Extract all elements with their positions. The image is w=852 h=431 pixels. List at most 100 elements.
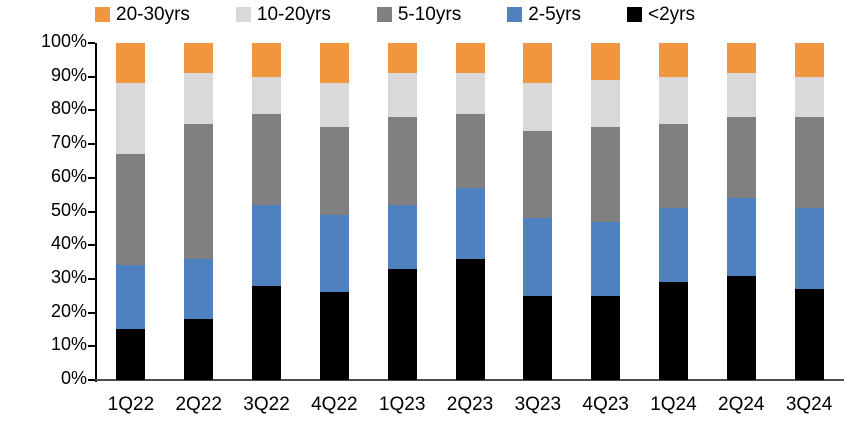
x-axis-line [95,379,844,381]
bar-segment-<2yrs [387,268,417,380]
bar-segment-5-10yrs [523,130,553,219]
y-axis-label: 90% [50,64,87,85]
legend-label: 5-10yrs [397,4,462,25]
legend-item: 2-5yrs [507,5,581,24]
bar-segment-20-30yrs [794,43,824,77]
bar-segment-2-5yrs [591,221,621,296]
y-axis-tick [88,75,95,78]
bar-segment-10-20yrs [252,76,282,114]
x-axis-label: 4Q23 [582,394,629,415]
bar-2Q23 [455,43,485,380]
bar-3Q22 [252,43,282,380]
bar-segment-<2yrs [523,295,553,380]
bar-segment-10-20yrs [455,73,485,114]
bar-segment-5-10yrs [184,123,214,259]
bar-segment-<2yrs [726,275,756,380]
y-axis-label: 30% [50,266,87,287]
bar-segment-5-10yrs [726,117,756,199]
y-axis-tick [88,277,95,280]
legend-item: 20-30yrs [95,5,190,24]
y-axis-label: 20% [50,300,87,321]
bar-segment-20-30yrs [252,43,282,77]
legend-label: <2yrs [648,4,695,25]
bar-segment-5-10yrs [658,123,688,209]
bar-segment-10-20yrs [184,73,214,124]
legend-swatch-icon [376,7,392,22]
bar-segment-2-5yrs [116,265,146,330]
y-axis-tick [88,244,95,247]
y-axis-label: 40% [50,233,87,254]
bar-1Q23 [387,43,417,380]
bar-segment-10-20yrs [387,73,417,118]
legend-swatch-icon [95,7,110,22]
bar-segment-<2yrs [116,329,146,380]
y-axis-label: 50% [50,199,87,220]
bar-segment-<2yrs [252,285,282,380]
y-axis-label: 10% [50,334,87,355]
chart-legend: 20-30yrs 10-20yrs 5-10yrs 2-5yrs <2yrs [95,5,695,24]
x-axis-label: 3Q22 [243,394,290,415]
legend-item: 5-10yrs [376,4,462,25]
bar-segment-5-10yrs [591,127,621,222]
bar-segment-<2yrs [455,258,485,380]
bar-segment-20-30yrs [319,43,349,84]
x-axis-label: 1Q22 [107,394,155,415]
y-axis-tick [88,210,95,213]
bar-segment-<2yrs [184,319,214,380]
y-axis-label: 0% [60,368,87,388]
bar-segment-2-5yrs [252,204,282,286]
y-axis-tick [88,109,95,112]
bar-3Q23 [523,43,553,380]
bar-segment-2-5yrs [523,218,553,296]
x-axis-label: 1Q23 [378,394,426,415]
legend-label: 2-5yrs [528,4,581,25]
y-axis-label: 70% [50,132,87,153]
x-axis-label: 1Q24 [650,394,697,415]
bar-segment-10-20yrs [726,73,756,118]
legend-swatch-icon [235,7,251,22]
bar-segment-10-20yrs [523,83,553,131]
bar-segment-2-5yrs [387,204,417,269]
y-axis-tick [88,379,95,381]
plot-area: 0% 10% 20% 30% 40% 50% 60% 70% 80% 90% 100% 1Q22 2Q2… [41,32,844,414]
legend-swatch-icon [507,7,523,22]
bar-segment-10-20yrs [794,76,824,118]
y-axis-tick [88,42,95,44]
bar-segment-5-10yrs [116,154,146,266]
y-axis-tick [88,176,95,179]
bar-segment-20-30yrs [523,43,553,84]
bar-segment-20-30yrs [455,43,485,74]
legend-item: 10-20yrs [235,4,331,25]
bar-4Q23 [591,43,621,380]
bar-segment-5-10yrs [319,127,349,215]
bar-segment-2-5yrs [455,187,485,259]
bar-segment-20-30yrs [726,43,756,74]
x-axis-label: 2Q22 [175,394,222,415]
bar-segment-5-10yrs [455,113,485,188]
y-axis-label: 100% [40,31,87,51]
legend-swatch-icon [627,7,642,22]
y-axis-label: 80% [50,98,87,119]
bar-segment-20-30yrs [116,43,146,84]
bar-segment-20-30yrs [184,43,214,74]
y-axis-tick [88,311,95,314]
x-axis-label: 4Q22 [311,394,358,415]
bar-segment-20-30yrs [658,43,688,77]
bar-segment-<2yrs [319,292,349,380]
y-axis-tick [88,143,95,146]
bar-3Q24 [794,43,824,380]
bar-1Q22 [116,43,146,380]
bar-segment-2-5yrs [184,258,214,320]
bar-segment-5-10yrs [387,117,417,205]
legend-label: 10-20yrs [256,4,331,25]
bar-segment-20-30yrs [387,43,417,74]
bar-segment-<2yrs [658,282,688,380]
bar-2Q24 [726,43,756,380]
legend-label: 20-30yrs [116,4,190,25]
bar-segment-<2yrs [794,289,824,380]
y-axis-label: 60% [50,165,87,186]
bar-4Q22 [319,43,349,380]
bar-segment-10-20yrs [116,83,146,155]
x-axis-label: 3Q24 [785,394,833,415]
